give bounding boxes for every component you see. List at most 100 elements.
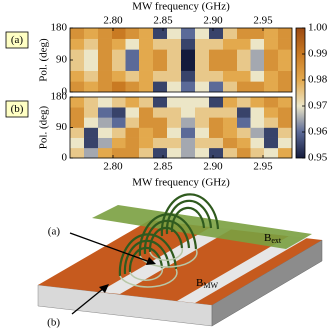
heat-cell <box>195 49 210 61</box>
heat-cell <box>139 97 154 108</box>
heat-cell <box>112 60 126 71</box>
heat-cell <box>181 70 196 82</box>
x-axis-label: MW frequency (GHz) <box>132 1 230 13</box>
heat-cell <box>167 147 182 159</box>
heat-cell <box>84 70 99 82</box>
heat-cell <box>112 107 126 118</box>
heat-cell <box>125 97 140 108</box>
heat-cell <box>98 49 113 61</box>
heat-cell <box>70 49 85 61</box>
heat-cell <box>125 137 140 149</box>
heat-cell <box>98 107 113 118</box>
heat-cell <box>167 81 182 93</box>
heat-cell <box>84 49 99 61</box>
panel-label: (b) <box>11 103 24 115</box>
heat-cell <box>153 97 168 108</box>
panel-label: (a) <box>11 34 24 46</box>
heat-cell <box>167 28 182 39</box>
heat-cell <box>70 147 85 159</box>
arrow-head <box>99 284 109 293</box>
heat-cell <box>153 127 168 138</box>
b-ext-label: Bext <box>264 232 282 245</box>
heat-cell <box>195 70 210 82</box>
heat-cell <box>209 147 224 159</box>
heat-cell <box>209 70 224 82</box>
heat-cell <box>84 147 99 159</box>
heat-cell <box>264 81 279 93</box>
heat-cell <box>70 117 85 128</box>
diagram-label: (a) <box>48 226 61 238</box>
heat-cell <box>181 127 196 138</box>
heat-cell <box>139 60 154 71</box>
heat-cell <box>223 107 238 118</box>
heat-cell <box>167 38 182 50</box>
heat-cell <box>112 137 126 149</box>
heat-cell <box>223 28 238 39</box>
y-tick-label: 0 <box>62 152 68 164</box>
heat-cell <box>209 60 224 71</box>
heat-cell <box>237 28 251 39</box>
x-tick-label: 2.80 <box>103 161 123 173</box>
heat-cell <box>209 127 224 138</box>
heat-cell <box>264 127 279 138</box>
heat-cell <box>181 49 196 61</box>
heat-cell <box>112 38 126 50</box>
heat-cell <box>167 49 182 61</box>
heat-cell <box>125 147 140 159</box>
heat-cell <box>250 127 265 138</box>
heat-cell <box>250 137 265 149</box>
heat-cell <box>237 60 251 71</box>
heat-cell <box>250 81 265 93</box>
heat-cell <box>70 137 85 149</box>
heat-cell <box>84 97 99 108</box>
heat-cell <box>278 38 293 50</box>
heat-cell <box>250 38 265 50</box>
heat-cell <box>278 97 293 108</box>
heat-cell <box>195 137 210 149</box>
heat-cell <box>278 81 293 93</box>
heat-cell <box>250 147 265 159</box>
heat-cell <box>112 49 126 61</box>
heatmaps: 2.80 2.85 2.90 2.95 0 90 180 MW frequency (GHz)… <box>5 1 328 189</box>
heat-cell <box>125 107 140 118</box>
x-tick-label: 2.90 <box>203 15 223 27</box>
heat-cell <box>98 81 113 93</box>
heat-cell <box>195 28 210 39</box>
heat-cell <box>70 38 85 50</box>
heat-cell <box>70 97 85 108</box>
heat-cell <box>112 117 126 128</box>
heat-cell <box>237 81 251 93</box>
heat-cell <box>264 28 279 39</box>
heat-cell <box>153 49 168 61</box>
heat-cell <box>223 137 238 149</box>
heat-cell <box>125 38 140 50</box>
y-tick-label: 0 <box>62 86 68 98</box>
heat-cell <box>278 137 293 149</box>
heat-cell <box>98 60 113 71</box>
heat-cell <box>195 147 210 159</box>
heat-cell <box>278 127 293 138</box>
heat-cell <box>181 38 196 50</box>
heat-cell <box>237 137 251 149</box>
heat-cell <box>167 117 182 128</box>
heat-cell <box>167 127 182 138</box>
heat-cell <box>237 97 251 108</box>
coil-fronts <box>119 247 198 288</box>
heat-cell <box>223 81 238 93</box>
heat-cell <box>139 28 154 39</box>
b-mw-base: B <box>196 277 203 289</box>
heat-cell <box>264 137 279 149</box>
heat-cell <box>181 97 196 108</box>
heat-cell <box>153 70 168 82</box>
colorbar-label: 0.99 <box>308 48 328 60</box>
gray-lane <box>177 236 307 303</box>
heat-cell <box>181 28 196 39</box>
heat-cell <box>139 117 154 128</box>
heat-cell <box>125 81 140 93</box>
heat-cell <box>139 107 154 118</box>
heat-cell <box>167 60 182 71</box>
panel-label-box <box>5 31 29 49</box>
colorbar-label: 0.95 <box>308 152 328 164</box>
heat-cell <box>278 147 293 159</box>
